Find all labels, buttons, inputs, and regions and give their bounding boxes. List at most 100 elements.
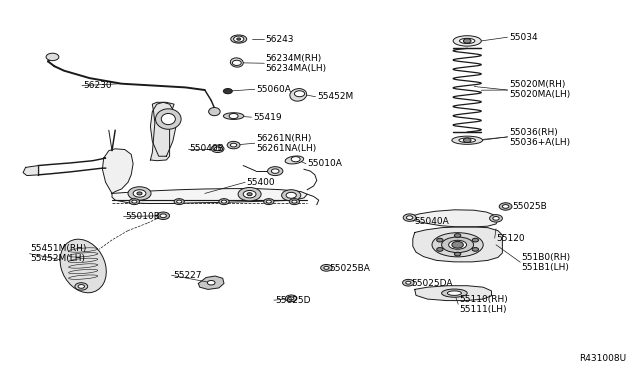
Polygon shape — [102, 149, 133, 193]
Ellipse shape — [453, 36, 481, 46]
Circle shape — [157, 212, 170, 219]
Circle shape — [499, 203, 512, 210]
Polygon shape — [415, 286, 492, 301]
Ellipse shape — [459, 138, 476, 142]
Text: 55025D: 55025D — [275, 296, 310, 305]
Ellipse shape — [442, 237, 474, 253]
Circle shape — [436, 238, 443, 242]
Text: 56234M(RH)
56234MA(LH): 56234M(RH) 56234MA(LH) — [266, 54, 327, 73]
Ellipse shape — [447, 291, 461, 295]
Circle shape — [223, 89, 232, 94]
Text: 55452M: 55452M — [317, 92, 353, 101]
Text: 55020M(RH)
55020MA(LH): 55020M(RH) 55020MA(LH) — [509, 80, 570, 99]
Circle shape — [472, 238, 479, 242]
Polygon shape — [413, 227, 502, 262]
Ellipse shape — [161, 113, 175, 125]
Ellipse shape — [285, 156, 304, 164]
Circle shape — [282, 190, 301, 201]
Ellipse shape — [209, 108, 220, 116]
Circle shape — [160, 214, 166, 218]
Text: 56261N(RH)
56261NA(LH): 56261N(RH) 56261NA(LH) — [256, 134, 316, 153]
Polygon shape — [150, 102, 176, 156]
Text: R431008U: R431008U — [579, 354, 626, 363]
Circle shape — [219, 199, 229, 205]
Ellipse shape — [449, 240, 467, 249]
Circle shape — [137, 192, 142, 195]
Circle shape — [324, 266, 329, 269]
Text: 56243: 56243 — [266, 35, 294, 44]
Circle shape — [454, 252, 461, 256]
Ellipse shape — [156, 109, 181, 129]
Circle shape — [286, 192, 296, 198]
Ellipse shape — [460, 38, 475, 44]
Polygon shape — [112, 189, 307, 203]
Circle shape — [285, 295, 297, 302]
Text: 551B0(RH)
551B1(LH): 551B0(RH) 551B1(LH) — [522, 253, 571, 272]
Circle shape — [46, 53, 59, 61]
Text: 55060A: 55060A — [256, 85, 291, 94]
Circle shape — [268, 167, 283, 176]
Ellipse shape — [230, 58, 243, 67]
Text: 55400: 55400 — [246, 178, 275, 187]
Circle shape — [207, 280, 215, 285]
Polygon shape — [198, 276, 224, 289]
Circle shape — [132, 200, 137, 203]
Ellipse shape — [432, 233, 483, 257]
Ellipse shape — [442, 289, 467, 297]
Text: 55036(RH)
55036+A(LH): 55036(RH) 55036+A(LH) — [509, 128, 570, 147]
Circle shape — [133, 190, 146, 197]
Circle shape — [78, 285, 84, 288]
Circle shape — [211, 145, 224, 153]
Circle shape — [234, 36, 244, 42]
Text: 55040A: 55040A — [415, 217, 449, 226]
Circle shape — [128, 187, 151, 200]
Text: 56230: 56230 — [83, 81, 112, 90]
Circle shape — [75, 283, 88, 290]
Ellipse shape — [452, 136, 483, 144]
Text: 55025B: 55025B — [512, 202, 547, 211]
Text: 55025BA: 55025BA — [330, 264, 371, 273]
Circle shape — [472, 248, 479, 251]
Circle shape — [452, 241, 463, 248]
Polygon shape — [150, 102, 174, 161]
Circle shape — [289, 199, 300, 205]
Circle shape — [238, 187, 261, 201]
Circle shape — [294, 91, 305, 97]
Circle shape — [406, 281, 411, 284]
Text: 55451M(RH)
55452M(LH): 55451M(RH) 55452M(LH) — [31, 244, 87, 263]
Text: 55010B: 55010B — [125, 212, 159, 221]
Circle shape — [436, 248, 443, 251]
Circle shape — [292, 200, 297, 203]
Circle shape — [227, 141, 240, 149]
Circle shape — [129, 199, 140, 205]
Circle shape — [502, 205, 509, 208]
Circle shape — [321, 264, 332, 271]
Text: 55034: 55034 — [509, 33, 538, 42]
Ellipse shape — [231, 35, 247, 43]
Text: 55025DA: 55025DA — [412, 279, 453, 288]
Circle shape — [221, 200, 227, 203]
Circle shape — [264, 199, 274, 205]
Circle shape — [463, 39, 471, 43]
Circle shape — [490, 215, 502, 222]
Polygon shape — [406, 210, 498, 227]
Circle shape — [232, 60, 241, 65]
Circle shape — [271, 169, 279, 173]
Circle shape — [406, 216, 413, 219]
Circle shape — [463, 138, 471, 142]
Circle shape — [237, 38, 241, 40]
Ellipse shape — [60, 239, 106, 293]
Circle shape — [247, 193, 252, 196]
Text: 55227: 55227 — [173, 271, 202, 280]
Polygon shape — [23, 166, 38, 176]
Circle shape — [230, 143, 237, 147]
Circle shape — [454, 234, 461, 237]
Text: 55010A: 55010A — [307, 159, 342, 168]
Circle shape — [493, 217, 499, 220]
Circle shape — [266, 200, 271, 203]
Circle shape — [403, 279, 414, 286]
Circle shape — [243, 190, 256, 198]
Circle shape — [214, 147, 221, 151]
Circle shape — [174, 199, 184, 205]
Ellipse shape — [290, 89, 307, 101]
